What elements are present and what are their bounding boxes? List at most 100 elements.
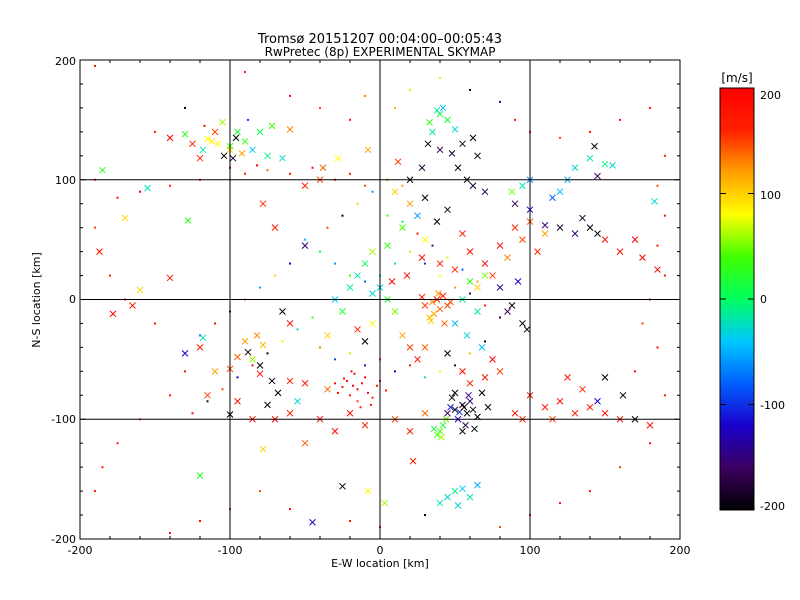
data-point-dot — [304, 238, 306, 241]
data-point-cross — [444, 206, 451, 214]
data-point-dot — [589, 490, 591, 493]
data-point-dot — [364, 376, 366, 379]
data-point-cross — [444, 116, 451, 124]
data-point-cross — [259, 341, 267, 349]
data-point-dot — [469, 292, 471, 295]
data-point-cross — [346, 409, 354, 417]
data-point-cross — [591, 142, 598, 150]
data-point-dot — [154, 130, 156, 133]
data-point-cross — [474, 481, 481, 489]
data-point-dot — [454, 364, 456, 367]
data-point-cross — [241, 338, 249, 345]
data-point-dot — [356, 400, 359, 403]
data-point-cross — [331, 427, 339, 435]
data-point-dot — [356, 388, 359, 391]
y-tick-label: 0 — [69, 293, 76, 306]
data-point-cross — [259, 445, 267, 453]
data-point-cross — [220, 152, 228, 160]
data-point-cross — [414, 212, 421, 220]
data-point-cross — [504, 308, 511, 315]
data-point-cross — [439, 292, 447, 300]
data-point-dot — [326, 226, 329, 229]
data-point-cross — [418, 254, 426, 261]
data-point-dot — [656, 244, 659, 247]
colorbar-tick-label: 200 — [760, 89, 781, 102]
data-point-dot — [289, 262, 291, 265]
data-point-dot — [319, 250, 321, 253]
data-point-cross — [264, 401, 271, 409]
data-point-cross — [462, 421, 469, 429]
data-point-cross — [465, 391, 472, 399]
data-point-cross — [264, 152, 271, 160]
data-point-cross — [489, 356, 496, 363]
data-point-cross — [369, 320, 376, 327]
data-point-cross — [519, 182, 526, 190]
data-point-dot — [289, 94, 291, 97]
data-point-cross — [439, 421, 447, 429]
data-point-dot — [634, 370, 636, 373]
data-point-dot — [334, 382, 336, 385]
data-point-cross — [199, 146, 207, 154]
data-point-cross — [394, 158, 402, 166]
chart-title: Tromsø 20151207 00:04:00–00:05:43 — [257, 32, 502, 47]
data-point-cross — [406, 200, 414, 208]
data-point-cross — [459, 367, 466, 375]
data-point-cross — [279, 154, 286, 162]
data-point-dot — [394, 262, 396, 265]
data-point-dot — [350, 370, 353, 373]
data-point-dot — [385, 389, 387, 392]
data-point-dot — [376, 384, 378, 387]
data-point-cross — [466, 248, 474, 255]
data-point-cross — [234, 397, 241, 405]
data-point-dot — [356, 202, 359, 205]
data-point-cross — [444, 409, 451, 417]
data-point-dot — [244, 172, 246, 175]
data-point-cross — [481, 373, 489, 381]
data-point-cross — [334, 154, 342, 162]
data-point-cross — [426, 314, 433, 321]
data-point-cross — [324, 385, 331, 393]
data-point-cross — [508, 188, 516, 196]
data-point-dot — [409, 250, 411, 253]
data-point-dot — [641, 322, 644, 325]
data-point-cross — [406, 427, 414, 435]
data-point-dot — [589, 130, 591, 133]
data-point-cross — [433, 218, 441, 226]
data-point-cross — [478, 389, 486, 397]
data-point-dot — [619, 466, 621, 469]
data-point-cross — [469, 406, 477, 414]
data-point-dot — [352, 384, 354, 387]
y-axis-label: N-S location [km] — [30, 252, 43, 348]
data-point-cross — [219, 118, 226, 126]
colorbar-tick-label: -100 — [760, 399, 785, 412]
data-point-dot — [184, 370, 186, 373]
data-point-cross — [399, 332, 406, 339]
y-tick-label: -200 — [51, 533, 76, 546]
data-point-cross — [556, 224, 564, 232]
data-point-dot — [401, 220, 404, 223]
data-point-cross — [586, 154, 594, 162]
data-point-cross — [451, 320, 459, 327]
data-point-dot — [109, 274, 111, 277]
data-point-dot — [499, 100, 501, 103]
data-point-cross — [238, 150, 246, 157]
colorbar-tick-label: 0 — [760, 293, 767, 306]
data-point-cross — [196, 344, 204, 351]
data-point-cross — [514, 278, 522, 285]
y-tick-label: 100 — [55, 174, 76, 187]
data-point-cross — [459, 485, 466, 493]
data-point-cross — [319, 164, 327, 172]
data-point-dot — [244, 70, 246, 73]
data-point-cross — [424, 140, 432, 148]
data-point-cross — [586, 403, 594, 411]
data-point-dot — [439, 274, 441, 277]
data-point-cross — [639, 254, 646, 261]
data-point-dot — [371, 396, 374, 399]
data-point-cross — [601, 373, 609, 381]
data-point-cross — [549, 194, 556, 202]
data-point-cross — [354, 326, 361, 333]
data-point-cross — [244, 348, 252, 356]
data-point-cross — [166, 274, 174, 282]
data-point-cross — [391, 188, 399, 196]
data-point-cross — [274, 389, 282, 397]
